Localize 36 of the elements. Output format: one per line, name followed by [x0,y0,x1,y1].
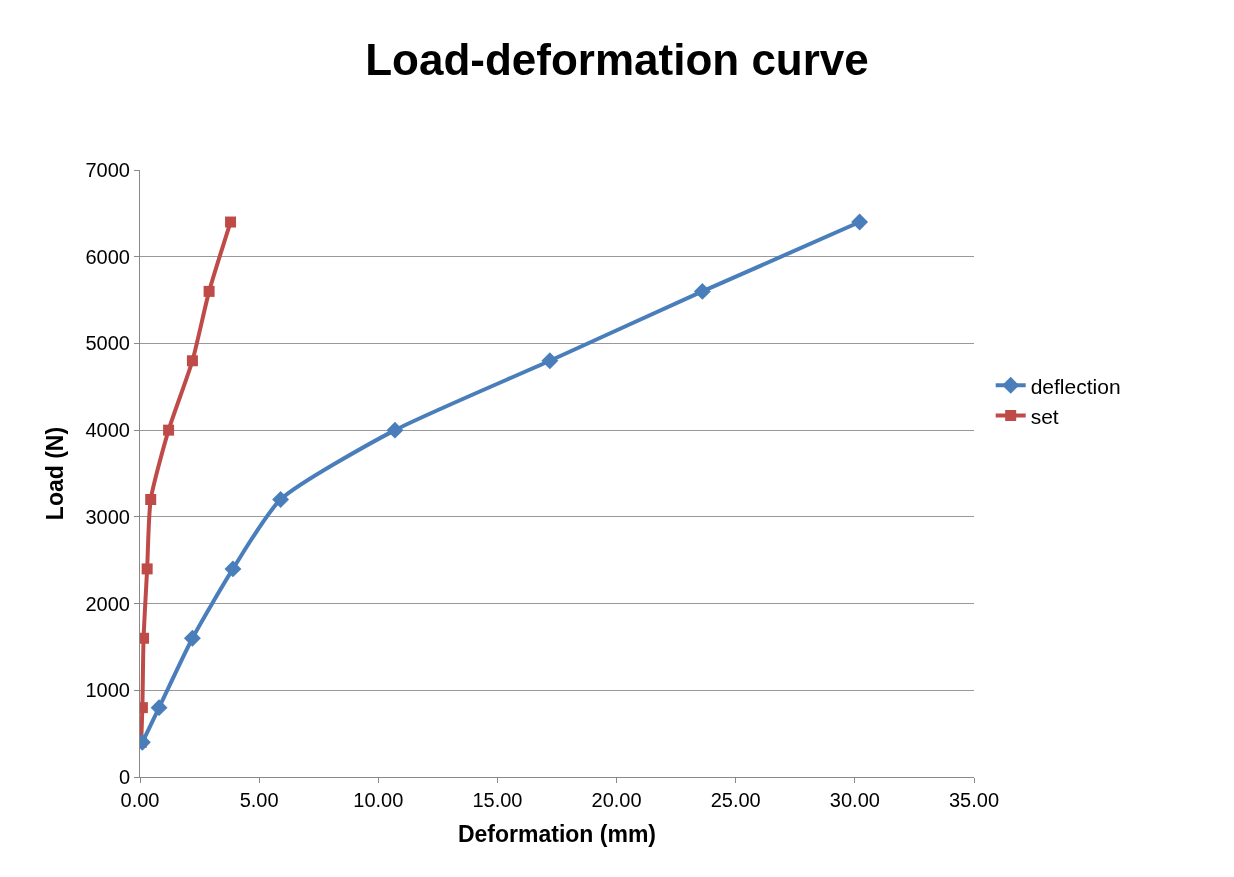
y-tick-label: 3000 [85,505,130,528]
point [183,629,201,647]
point [141,563,153,575]
chart-title: Load-deformation curve [365,34,869,84]
point [150,699,168,717]
x-tick-label: 10.00 [353,789,404,811]
point [272,491,290,508]
point [541,352,559,370]
y-tick-label: 0 [118,766,130,788]
legend-label: set [1030,404,1059,428]
x-tick-label: 25.00 [710,789,761,811]
point [225,216,237,228]
x-tick-label: 35.00 [948,789,1000,811]
y-tick-label: 5000 [85,332,130,355]
point [224,560,242,578]
point [693,282,711,300]
point [386,421,404,439]
y-tick-label: 2000 [85,592,130,615]
x-axis-title: Deformation (mm) [457,820,657,847]
y-tick-label: 1000 [85,679,130,702]
legend-label: deflection [1030,374,1121,398]
point [203,285,215,297]
x-tick-label: 30.00 [829,789,880,811]
y-axis-title: Load (N) [41,426,68,521]
y-tick-label: 4000 [85,419,130,442]
point [140,632,150,644]
y-tick-label: 6000 [85,245,130,268]
point [145,494,157,506]
x-tick-label: 15.00 [472,789,523,811]
x-tick-label: 0.00 [120,789,160,811]
y-tick-label: 7000 [85,159,130,181]
point [163,424,175,436]
point [186,355,198,367]
x-tick-label: 5.00 [239,789,279,811]
x-tick-label: 20.00 [591,789,642,811]
point [851,213,869,231]
